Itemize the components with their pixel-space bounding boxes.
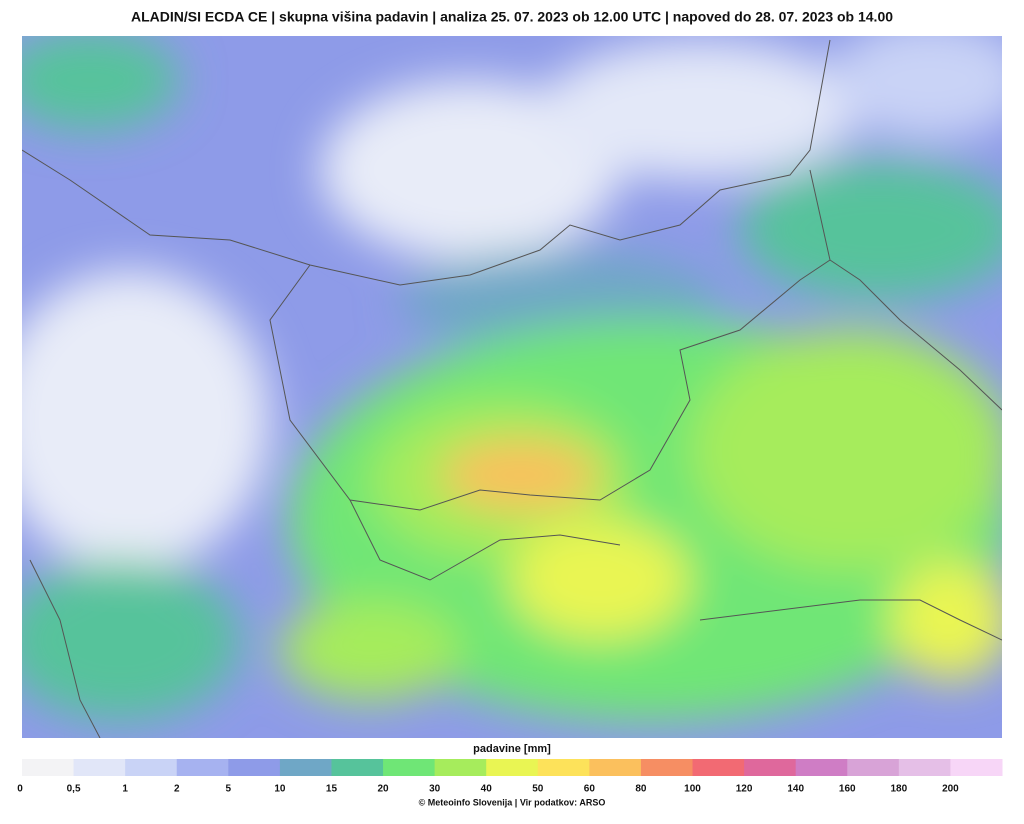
legend-swatch [692, 759, 745, 776]
legend-swatch [125, 759, 178, 776]
legend-label: 10 [274, 784, 286, 795]
legend-label: 30 [429, 784, 441, 795]
legend-swatch [795, 759, 848, 776]
legend-swatch [486, 759, 539, 776]
legend-label: 200 [942, 784, 959, 795]
legend-label: 0,5 [67, 784, 81, 795]
legend-label: 20 [377, 784, 389, 795]
legend-swatch [847, 759, 900, 776]
legend-swatch [537, 759, 590, 776]
legend-swatch [744, 759, 797, 776]
legend-label: 2 [174, 784, 180, 795]
legend-swatch [279, 759, 332, 776]
legend-title: padavine [mm] [473, 743, 551, 755]
legend-label: 5 [226, 784, 232, 795]
legend-swatch [589, 759, 642, 776]
legend-swatch [176, 759, 229, 776]
legend-swatch [640, 759, 694, 776]
legend-label: 1 [122, 784, 128, 795]
legend: 0 0,5 1 2 5 10 15 20 30 40 50 60 80 100 120 140 160 180 20… [17, 759, 1003, 795]
legend-label: 15 [326, 784, 338, 795]
legend-label: 180 [890, 784, 907, 795]
title: ALADIN/SI ECDA CE | skupna višina padavi… [131, 9, 893, 25]
legend-label: 120 [736, 784, 753, 795]
legend-swatch [950, 759, 1003, 776]
legend-label: 140 [787, 784, 804, 795]
legend-swatch [22, 759, 75, 776]
legend-swatch [434, 759, 487, 776]
legend-swatch [898, 759, 951, 776]
legend-label: 40 [481, 784, 493, 795]
credit: © Meteoinfo Slovenija | Vir podatkov: AR… [419, 797, 606, 807]
legend-swatch [331, 759, 384, 776]
legend-label: 50 [532, 784, 544, 795]
legend-label: 60 [584, 784, 596, 795]
legend-label: 0 [17, 784, 23, 795]
legend-swatch [73, 759, 126, 776]
precipitation-map [22, 36, 1002, 738]
legend-label: 100 [684, 784, 701, 795]
legend-label: 80 [635, 784, 647, 795]
legend-swatch [228, 759, 281, 776]
legend-label: 160 [839, 784, 856, 795]
legend-swatch [383, 759, 436, 776]
